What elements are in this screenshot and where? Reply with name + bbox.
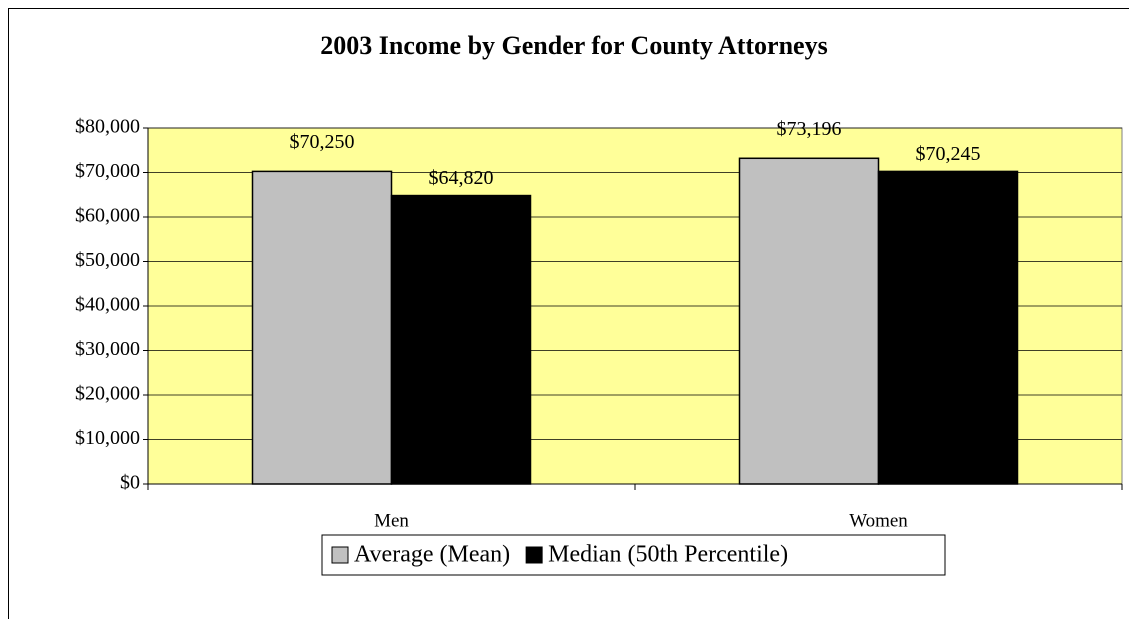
y-tick-label: $80,000: [75, 116, 140, 138]
bar: [390, 194, 532, 485]
y-tick-label: $0: [120, 472, 140, 494]
bar: [251, 170, 393, 485]
y-tick-label: $70,000: [75, 160, 140, 182]
y-tick-label: $30,000: [75, 338, 140, 360]
y-tick-label: $60,000: [75, 205, 140, 227]
value-label: $70,245: [916, 143, 981, 165]
value-label: $73,196: [777, 118, 842, 140]
legend: [321, 534, 946, 576]
y-tick-label: $20,000: [75, 383, 140, 405]
legend-swatch: [331, 546, 349, 564]
x-tick-label: Men: [374, 510, 409, 531]
legend-label: Average (Mean): [354, 542, 510, 568]
y-tick-label: $10,000: [75, 427, 140, 449]
value-label: $70,250: [290, 131, 355, 153]
chart-title: 2003 Income by Gender for County Attorne…: [320, 31, 827, 60]
y-tick-label: $40,000: [75, 294, 140, 316]
bar: [877, 170, 1019, 485]
value-label: $64,820: [429, 167, 494, 189]
bar: [738, 157, 880, 485]
legend-swatch: [525, 546, 543, 564]
y-tick-label: $50,000: [75, 249, 140, 271]
x-tick-label: Women: [849, 510, 908, 531]
legend-label: Median (50th Percentile): [548, 542, 788, 568]
